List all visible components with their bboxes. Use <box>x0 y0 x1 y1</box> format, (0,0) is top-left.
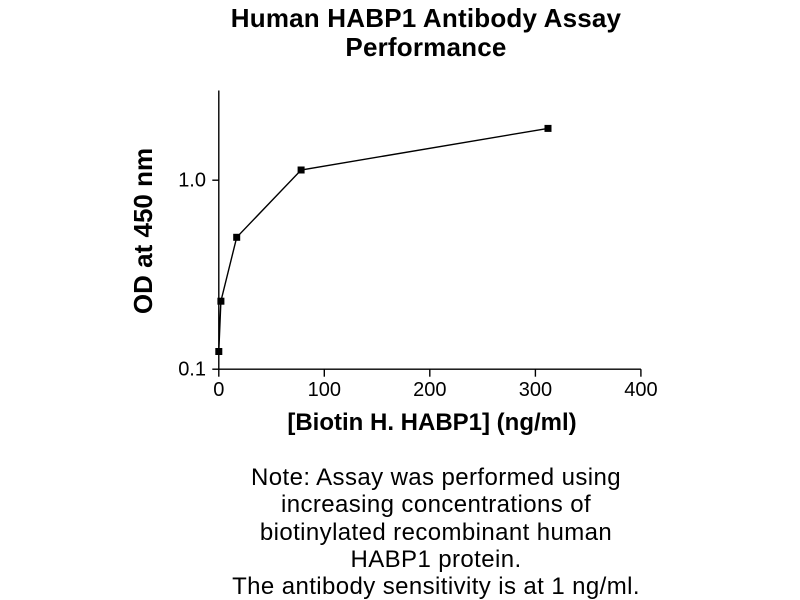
svg-text:200: 200 <box>413 379 446 401</box>
svg-text:0: 0 <box>213 379 224 401</box>
svg-text:1.0: 1.0 <box>178 170 206 192</box>
svg-text:100: 100 <box>308 379 341 401</box>
svg-text:400: 400 <box>624 379 657 401</box>
svg-text:OD at 450 nm: OD at 450 nm <box>128 148 158 314</box>
svg-text:0.1: 0.1 <box>178 359 206 381</box>
svg-text:300: 300 <box>519 379 552 401</box>
